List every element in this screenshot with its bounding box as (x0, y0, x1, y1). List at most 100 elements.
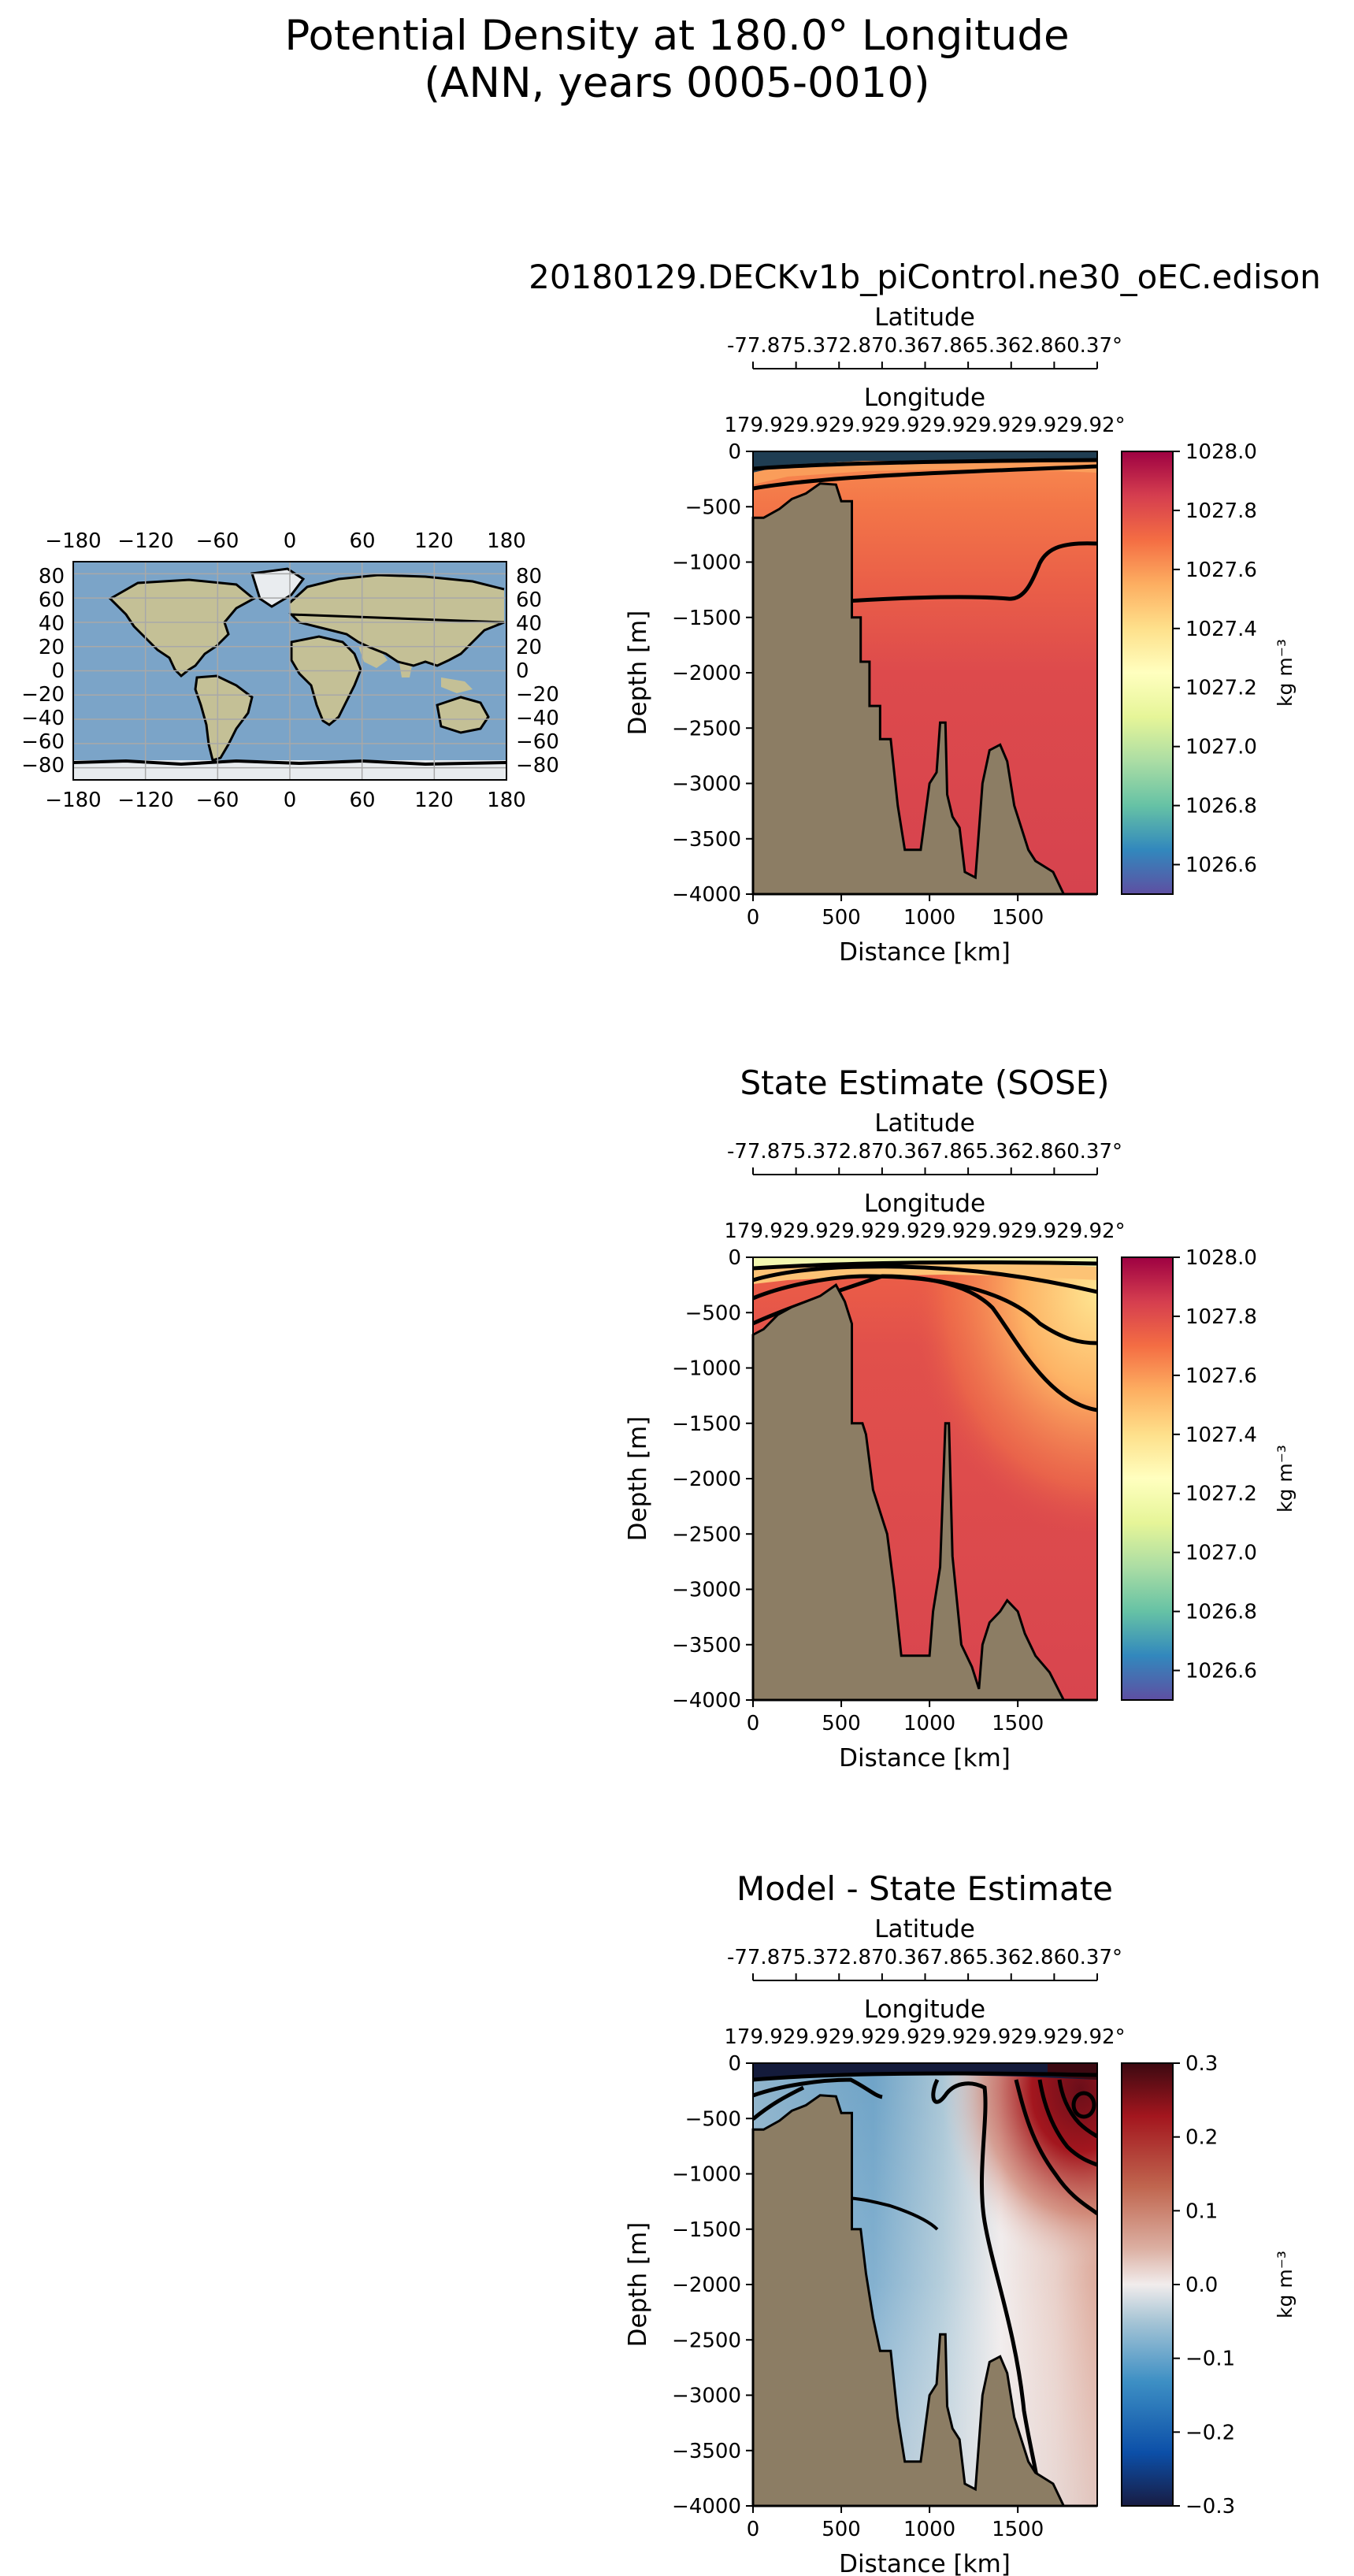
map-y-tick: −80 (21, 754, 65, 778)
panel-3-longitude-ticks: 179.929.929.929.929.929.929.929.92° (724, 2025, 1125, 2049)
y-tick-label: −4000 (672, 1689, 741, 1713)
y-tick-label: −2000 (672, 1468, 741, 1491)
panel-1-longitude-label: Longitude (864, 384, 985, 412)
map-y-tick: −80 (516, 754, 559, 778)
y-tick-label: −1500 (672, 1412, 741, 1436)
colorbar-tick-label: 1026.8 (1185, 1601, 1257, 1624)
panel-3-y-label: Depth [m] (624, 2222, 652, 2348)
panel-1-latitude-label: Latitude (874, 303, 975, 332)
x-tick-label: 1000 (903, 1712, 955, 1735)
y-tick-label: −3500 (672, 2440, 741, 2463)
x-tick-label: 1500 (992, 906, 1044, 930)
map-gridlines (72, 562, 507, 780)
colorbar-tick-label: 0.3 (1185, 2052, 1218, 2076)
map-x-tick: 120 (414, 529, 454, 553)
panel-1-latitude-tick-marks (752, 362, 1098, 369)
map-frame (72, 561, 507, 781)
y-tick-label: −1000 (672, 551, 741, 575)
panel-2-x-label: Distance [km] (839, 1744, 1011, 1772)
panel-model: 20180129.DECKv1b_piControl.ne30_oEC.edis… (529, 258, 1321, 967)
colorbar-tick-label: 1027.4 (1185, 1423, 1257, 1447)
map-x-tick: 60 (349, 529, 375, 553)
panel-3-bathymetry (751, 2094, 1097, 2507)
map-x-ticks-top: −180 −120 −60 0 60 120 180 (45, 529, 526, 553)
map-x-tick: 180 (487, 529, 526, 553)
panel-1-title: 20180129.DECKv1b_piControl.ne30_oEC.edis… (529, 258, 1321, 296)
panel-3-colorbar-label: kg m⁻³ (1274, 2251, 1297, 2318)
map-y-ticks-left: 80 60 40 20 0 −20 −40 −60 −80 (21, 565, 65, 778)
colorbar-tick-label: 1026.8 (1185, 795, 1257, 818)
map-y-tick: 40 (516, 612, 542, 636)
x-tick-label: 500 (822, 1712, 861, 1735)
y-tick-label: 0 (728, 2052, 741, 2076)
panel-2-title: State Estimate (SOSE) (740, 1063, 1109, 1102)
panel-2-y-label: Depth [m] (624, 1416, 652, 1542)
panel-3-x-label: Distance [km] (839, 2550, 1011, 2576)
panel-1-longitude-ticks: 179.929.929.929.929.929.929.929.92° (724, 414, 1125, 437)
panel-2-longitude-label: Longitude (864, 1190, 985, 1218)
x-tick-label: 1000 (903, 906, 955, 930)
map-y-tick: 20 (39, 636, 65, 659)
colorbar-tick-label: 1026.6 (1185, 854, 1257, 878)
panel-2-axes: 0 500 1000 1500 0 −500 −1000 −1500 −2000 −2500 −30… (672, 1246, 1044, 1735)
y-tick-label: −4000 (672, 2495, 741, 2518)
colorbar-tick-label: 1027.8 (1185, 1305, 1257, 1329)
map-y-tick: 60 (516, 588, 542, 612)
map-y-tick: 0 (51, 659, 65, 683)
x-tick-label: 500 (822, 906, 861, 930)
panel-1-latitude-ticks: -77.875.372.870.367.865.362.860.37° (727, 334, 1122, 358)
y-tick-label: −500 (685, 496, 741, 519)
panel-2-colorbar-label: kg m⁻³ (1274, 1445, 1297, 1513)
colorbar-tick-label: 1028.0 (1185, 440, 1257, 464)
map-y-tick: −40 (21, 707, 65, 730)
panel-1-y-label: Depth [m] (624, 611, 652, 736)
colorbar-tick-label: 1027.6 (1185, 1364, 1257, 1388)
map-x-tick: 180 (487, 789, 526, 812)
panel-2-latitude-tick-marks (752, 1167, 1098, 1175)
colorbar-tick-label: −0.1 (1185, 2348, 1235, 2371)
map-y-tick: 60 (39, 588, 65, 612)
panel-2-bathymetry (751, 1282, 1097, 1702)
y-tick-label: −1500 (672, 607, 741, 630)
colorbar-tick-label: 1027.4 (1185, 618, 1257, 641)
y-tick-label: −2000 (672, 2273, 741, 2297)
map-x-tick: −120 (117, 529, 173, 553)
map-y-tick: −20 (21, 683, 65, 707)
panel-1-colorbar-ticks: 1028.0 1027.8 1027.6 1027.4 1027.2 1027.0 1026… (1173, 440, 1257, 878)
figure-title-line-1: Potential Density at 180.0° Longitude (284, 12, 1070, 60)
y-tick-label: −1500 (672, 2218, 741, 2242)
panel-3-longitude-label: Longitude (864, 1995, 985, 2024)
map-x-ticks-bottom: −180 −120 −60 0 60 120 180 (45, 789, 526, 812)
colorbar-tick-label: 1027.6 (1185, 559, 1257, 582)
colorbar-tick-label: 1027.8 (1185, 499, 1257, 523)
y-tick-label: −500 (685, 2107, 741, 2131)
map-x-tick: −60 (196, 789, 239, 812)
panel-difference: Model - State Estimate Latitude -77.875.… (624, 1869, 1297, 2576)
panel-3-latitude-tick-marks (752, 1973, 1098, 1980)
map-y-tick: 0 (516, 659, 529, 683)
y-tick-label: −2500 (672, 2329, 741, 2352)
panel-1-colorbar-label: kg m⁻³ (1274, 639, 1297, 707)
panel-2-colorbar (1121, 1256, 1174, 1701)
map-x-tick: −180 (45, 529, 101, 553)
colorbar-tick-label: 0.2 (1185, 2126, 1218, 2150)
x-tick-label: 0 (747, 1712, 760, 1735)
colorbar-tick-label: 1026.6 (1185, 1660, 1257, 1683)
y-tick-label: −2500 (672, 717, 741, 741)
y-tick-label: −1000 (672, 2163, 741, 2187)
x-tick-label: 0 (747, 906, 760, 930)
y-tick-label: −3000 (672, 1579, 741, 1602)
panel-1-colorbar (1121, 451, 1174, 895)
map-x-tick: 0 (284, 529, 297, 553)
panel-sose: State Estimate (SOSE) Latitude -77.875.3… (624, 1063, 1297, 1772)
panel-1-bathymetry (751, 482, 1097, 896)
y-tick-label: −3500 (672, 828, 741, 852)
map-y-tick: 20 (516, 636, 542, 659)
map-x-tick: 120 (414, 789, 454, 812)
map-x-tick: 60 (349, 789, 375, 812)
y-tick-label: −4000 (672, 883, 741, 907)
x-tick-label: 1000 (903, 2518, 955, 2541)
colorbar-tick-label: 1027.2 (1185, 677, 1257, 700)
colorbar-tick-label: 1028.0 (1185, 1246, 1257, 1270)
